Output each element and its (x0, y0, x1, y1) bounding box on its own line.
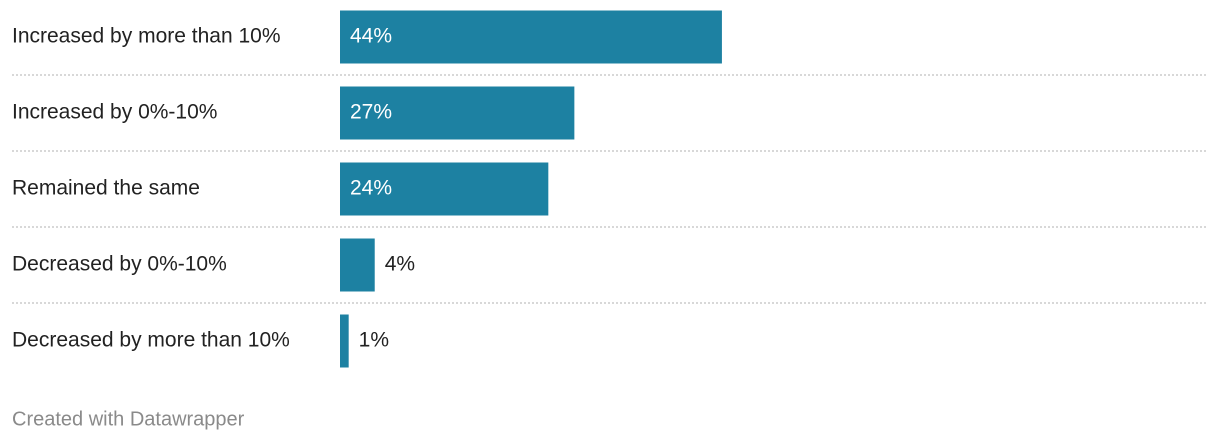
bar (340, 162, 549, 216)
bar (340, 238, 375, 292)
category-label: Increased by more than 10% (12, 25, 281, 48)
value-label: 1% (359, 329, 389, 352)
category-label: Remained the same (12, 177, 200, 200)
value-label: 4% (385, 253, 415, 276)
value-label: 27% (350, 101, 392, 124)
bar (340, 314, 349, 368)
bar (340, 10, 722, 64)
value-label: 24% (350, 177, 392, 200)
category-label: Decreased by 0%-10% (12, 253, 227, 276)
category-label: Increased by 0%-10% (12, 101, 217, 124)
bar (340, 86, 575, 140)
category-label: Decreased by more than 10% (12, 329, 290, 352)
footer: Created with Datawrapper (12, 408, 245, 430)
value-label: 44% (350, 25, 392, 48)
